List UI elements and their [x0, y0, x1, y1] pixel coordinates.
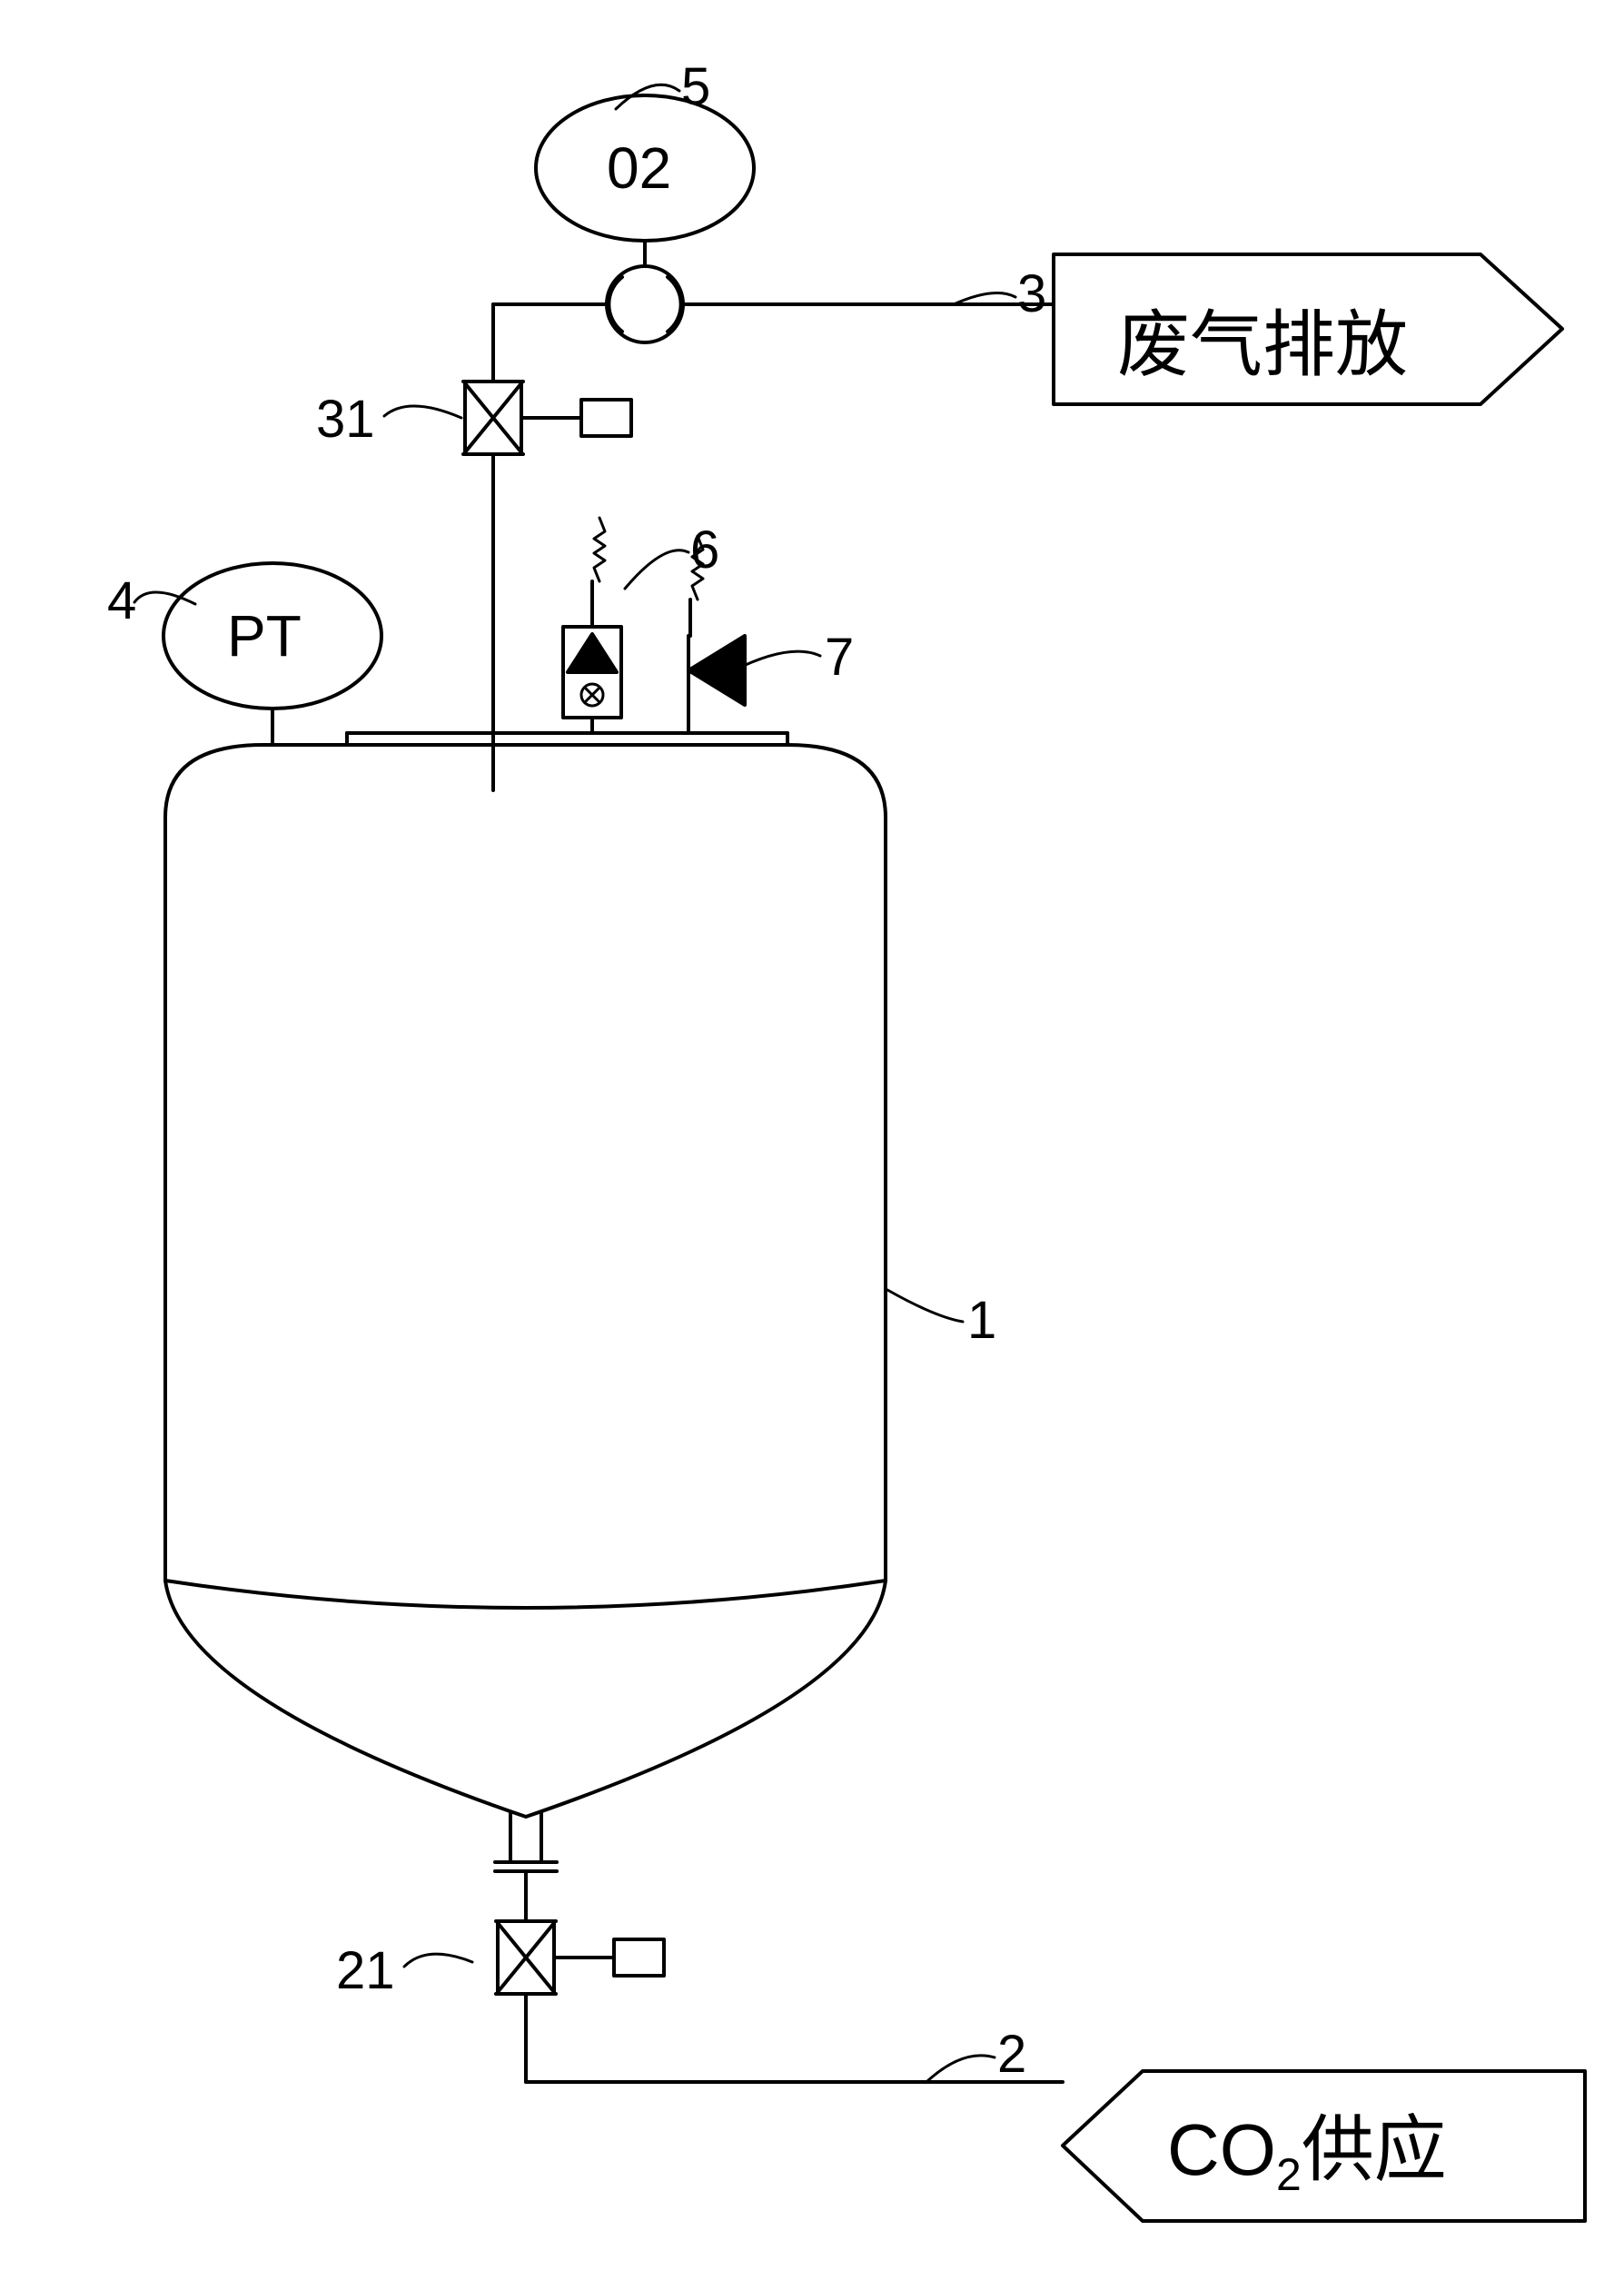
callout-31: 31 [316, 389, 375, 450]
callout-6: 6 [690, 520, 719, 580]
pt-label: PT [227, 602, 302, 669]
pipe-valve21-co2 [526, 1994, 1063, 2082]
pipe-meter-to-valve31 [493, 304, 607, 382]
callout-4: 4 [107, 570, 136, 631]
callout-7: 7 [825, 627, 854, 688]
callout-2: 2 [997, 2024, 1026, 2085]
co2-supply-label: CO2供应 [1167, 2091, 1447, 2201]
valve-21 [496, 1871, 664, 1994]
flow-meter [607, 266, 683, 342]
tank [165, 733, 886, 1871]
callout-1: 1 [967, 1290, 996, 1351]
callout-21: 21 [336, 1940, 395, 2001]
rupture-disk [563, 518, 621, 733]
callout-5: 5 [681, 56, 710, 117]
leader-lines [134, 84, 1015, 2082]
o2-label: 02 [607, 134, 671, 202]
callout-3: 3 [1017, 263, 1046, 324]
valve-31 [463, 382, 631, 454]
exhaust-label: 废气排放 [1117, 286, 1408, 392]
